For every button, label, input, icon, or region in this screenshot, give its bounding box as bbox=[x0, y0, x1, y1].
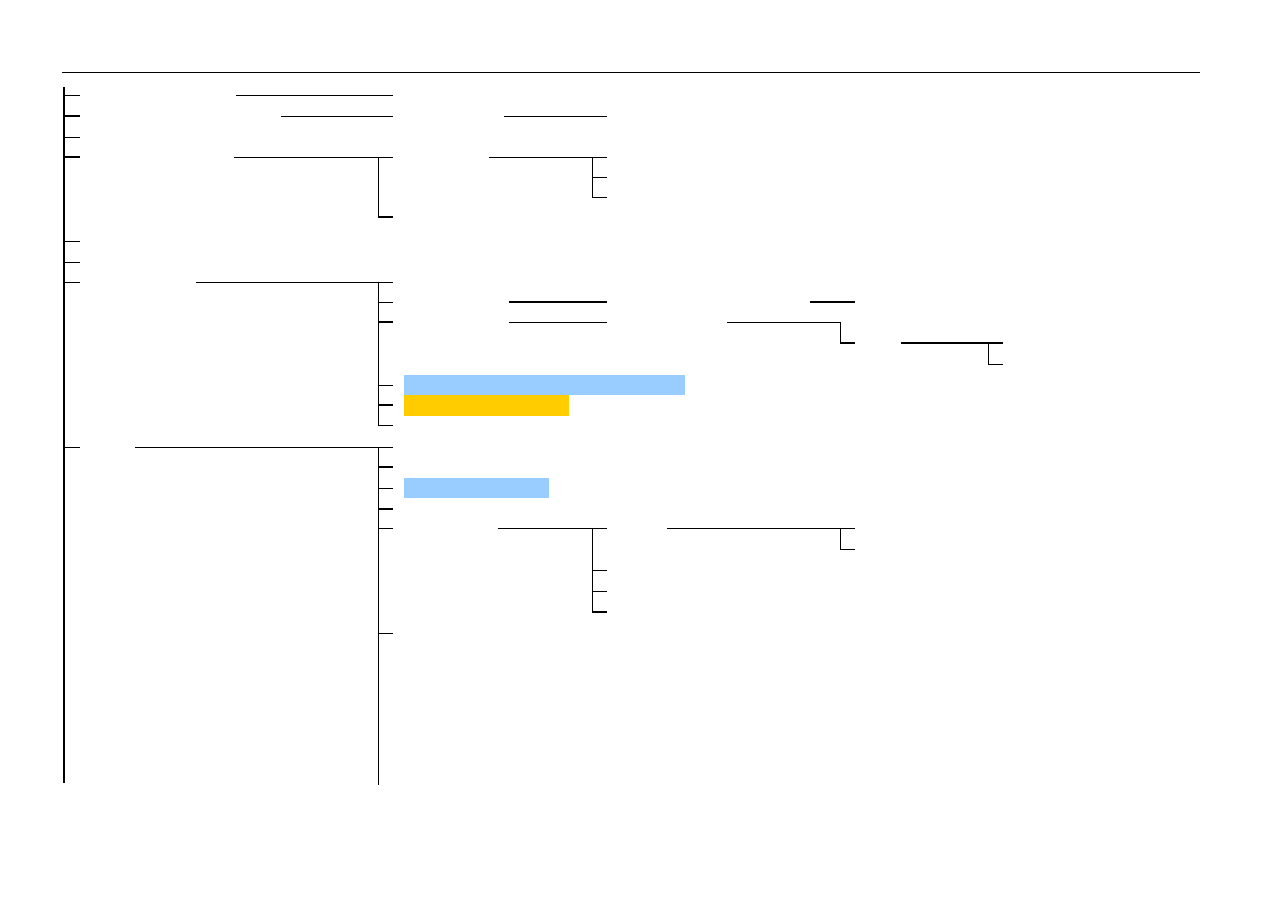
highlight-blue bbox=[404, 375, 685, 395]
highlight-yellow bbox=[404, 395, 569, 416]
root-branches bbox=[64, 95, 80, 448]
group-2 bbox=[196, 282, 1003, 426]
highlight-blue bbox=[404, 478, 549, 498]
group-3 bbox=[135, 447, 855, 785]
level-1 bbox=[234, 95, 607, 218]
